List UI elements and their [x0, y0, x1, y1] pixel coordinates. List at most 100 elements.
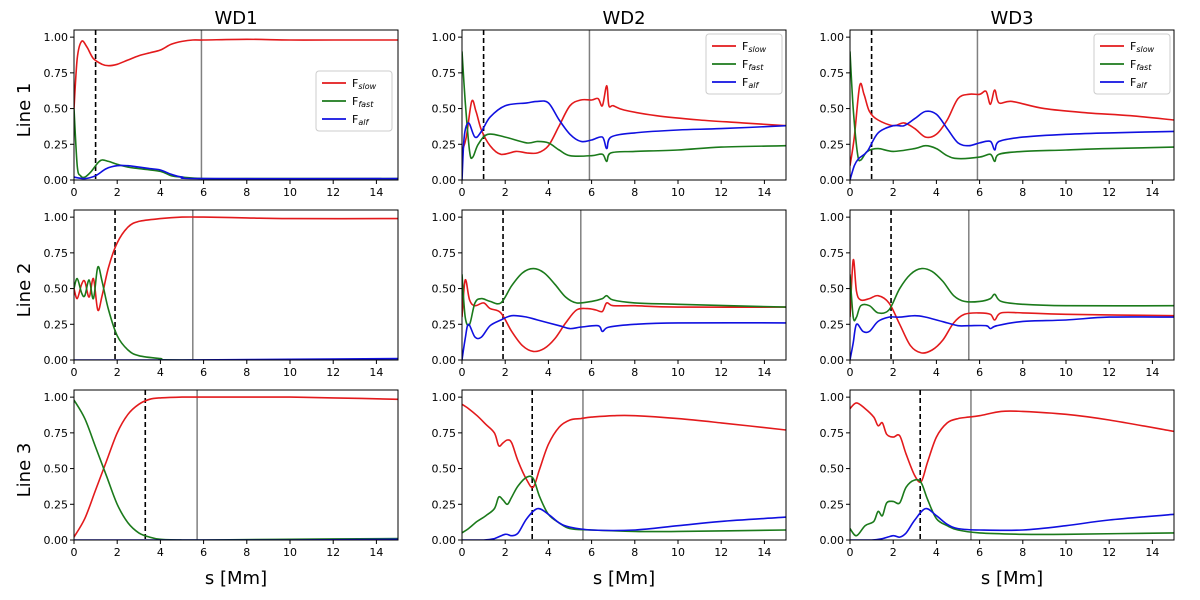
y-tick-label: 0.50 [820, 463, 845, 476]
series-line-fast [462, 51, 786, 163]
y-tick-label: 1.00 [44, 31, 69, 44]
y-tick-label: 0.00 [432, 354, 457, 367]
x-tick-label: 6 [588, 186, 595, 199]
legend: Fslow Ffast Falf [1093, 33, 1171, 95]
x-tick-label: 8 [243, 366, 250, 379]
legend-label-slow: Fslow [1130, 40, 1155, 54]
y-tick-label: 0.25 [44, 498, 69, 511]
series-line-fast [74, 265, 398, 360]
y-tick-label: 0.75 [820, 427, 845, 440]
x-axis-label-wd2: s [Mm] [593, 568, 655, 589]
x-tick-label: 2 [114, 546, 121, 559]
x-tick-label: 10 [283, 546, 297, 559]
x-tick-label: 14 [1145, 546, 1159, 559]
y-tick-label: 0.00 [44, 174, 69, 187]
x-tick-label: 0 [459, 186, 466, 199]
x-tick-label: 10 [1059, 186, 1073, 199]
axes-frame [461, 29, 787, 181]
panel-grid: 0 2 4 6 8 10 12 14 0.00 0.25 0.50 0.75 1.00 Fslow Ffas… [44, 29, 1175, 559]
column-title-wd2: WD2 [602, 8, 645, 29]
y-tick-label: 0.75 [820, 247, 845, 260]
x-tick-label: 14 [757, 366, 771, 379]
series-line-alf [850, 507, 1174, 540]
row-label-line-2: Line 2 [14, 263, 35, 318]
legend-label-slow: Fslow [352, 77, 377, 91]
y-tick-label: 0.50 [820, 283, 845, 296]
series-line-fast [462, 267, 786, 327]
x-tick-label: 4 [545, 366, 552, 379]
y-tick-label: 1.00 [820, 391, 845, 404]
axes-frame [849, 29, 1175, 181]
panel-line-2-wd2: 0 2 4 6 8 10 12 14 0.00 0.25 0.50 0.75 1.00 [432, 209, 787, 379]
series-line-alf [462, 314, 786, 360]
series-line-slow [850, 259, 1174, 354]
legend-box [705, 33, 783, 95]
x-tick-label: 10 [1059, 366, 1073, 379]
y-tick-label: 0.75 [44, 427, 69, 440]
x-tick-label: 14 [369, 366, 383, 379]
series-line-fast [850, 267, 1174, 322]
y-tick-label: 0.75 [432, 247, 457, 260]
panel-line-2-wd3: 0 2 4 6 8 10 12 14 0.00 0.25 0.50 0.75 1.00 [820, 209, 1175, 379]
x-tick-label: 0 [459, 546, 466, 559]
y-tick-label: 0.75 [44, 67, 69, 80]
x-tick-label: 8 [243, 186, 250, 199]
x-tick-label: 4 [157, 546, 164, 559]
x-tick-label: 4 [157, 366, 164, 379]
x-tick-label: 2 [890, 366, 897, 379]
y-tick-label: 1.00 [820, 211, 845, 224]
legend-box [1093, 33, 1171, 95]
series-line-slow [74, 396, 398, 538]
row-label-line-3: Line 3 [14, 443, 35, 498]
x-tick-label: 14 [1145, 186, 1159, 199]
x-tick-label: 10 [283, 186, 297, 199]
x-tick-label: 6 [976, 546, 983, 559]
series-line-alf [462, 507, 786, 540]
legend-label-slow: Fslow [742, 40, 767, 54]
series-line-alf [850, 314, 1174, 360]
series-line-slow [462, 84, 786, 156]
series-line-slow [74, 216, 398, 312]
y-tick-label: 0.75 [44, 247, 69, 260]
x-tick-label: 6 [976, 366, 983, 379]
y-tick-label: 1.00 [432, 391, 457, 404]
y-tick-label: 0.50 [432, 103, 457, 116]
x-tick-label: 4 [545, 186, 552, 199]
y-tick-label: 0.00 [44, 534, 69, 547]
x-tick-label: 4 [545, 546, 552, 559]
y-tick-label: 0.25 [820, 138, 845, 151]
x-tick-label: 10 [671, 546, 685, 559]
panel-line-3-wd3: 0 2 4 6 8 10 12 14 0.00 0.25 0.50 0.75 1.00 [820, 389, 1175, 559]
x-tick-label: 0 [847, 186, 854, 199]
series-line-alf [74, 164, 398, 180]
x-tick-label: 4 [933, 546, 940, 559]
x-tick-label: 4 [933, 366, 940, 379]
x-axis-label-wd3: s [Mm] [981, 568, 1043, 589]
x-tick-label: 10 [283, 366, 297, 379]
y-tick-label: 0.25 [432, 318, 457, 331]
x-tick-label: 14 [757, 186, 771, 199]
axes-frame [461, 209, 787, 361]
y-tick-label: 0.00 [44, 354, 69, 367]
x-axis-label-wd1: s [Mm] [205, 568, 267, 589]
axes-frame [73, 389, 399, 541]
series-line-fast [462, 475, 786, 534]
x-tick-label: 2 [114, 186, 121, 199]
panel-line-1-wd3: 0 2 4 6 8 10 12 14 0.00 0.25 0.50 0.75 1.00 Fslow Ffas… [820, 29, 1175, 199]
x-tick-label: 8 [631, 366, 638, 379]
axes-frame [73, 29, 399, 181]
y-tick-label: 0.75 [820, 67, 845, 80]
y-tick-label: 0.75 [432, 67, 457, 80]
x-tick-label: 4 [933, 186, 940, 199]
y-tick-label: 0.50 [432, 283, 457, 296]
x-tick-label: 2 [502, 366, 509, 379]
x-tick-label: 8 [1019, 366, 1026, 379]
x-tick-label: 12 [326, 546, 340, 559]
x-tick-label: 8 [631, 546, 638, 559]
x-tick-label: 0 [71, 186, 78, 199]
legend-label-fast: Ffast [1130, 58, 1152, 72]
panel-line-1-wd2: 0 2 4 6 8 10 12 14 0.00 0.25 0.50 0.75 1.00 Fslow Ffas… [432, 29, 787, 199]
y-tick-label: 0.50 [44, 463, 69, 476]
y-tick-label: 1.00 [44, 211, 69, 224]
x-tick-label: 6 [200, 546, 207, 559]
